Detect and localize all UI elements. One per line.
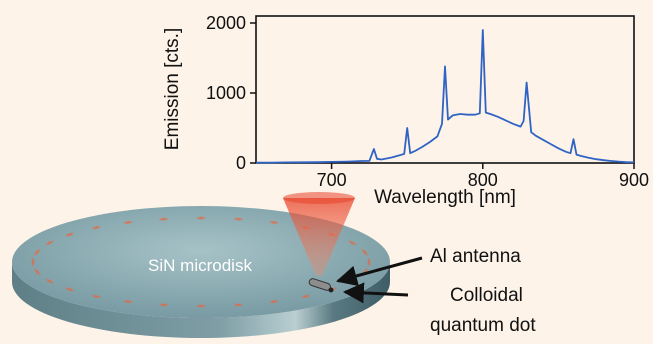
y-axis-ticks: 0 1000 2000 — [206, 13, 256, 173]
emission-spot — [123, 220, 134, 225]
y-tick-label: 2000 — [206, 13, 246, 33]
emission-spectrum-plot: 700 800 900 0 1000 2000 Wavelength [nm] Emis… — [162, 13, 649, 208]
y-axis-label: Emission [cts.] — [162, 28, 183, 150]
laser-cone-top — [283, 192, 355, 204]
emission-spot — [33, 267, 41, 276]
emission-spot — [361, 248, 369, 257]
y-tick-label: 1000 — [206, 83, 246, 103]
microdisk: SiN microdisk — [12, 206, 390, 338]
x-axis-ticks: 700 800 900 — [317, 163, 649, 190]
x-tick-label: 800 — [468, 170, 498, 190]
antenna-quantum-dot — [308, 278, 334, 293]
emission-spot — [158, 217, 169, 221]
emission-spot — [45, 278, 55, 284]
excitation-laser-beam — [283, 192, 355, 276]
antenna-arrow — [335, 256, 423, 287]
quantum-dot-arrow — [342, 282, 409, 304]
x-tick-label: 700 — [317, 170, 347, 190]
plot-frame — [255, 15, 635, 164]
emission-spot — [33, 248, 41, 257]
emission-spot — [268, 299, 279, 304]
x-tick-label: 900 — [619, 170, 649, 190]
quantum-dot-label-line1: Colloidal — [450, 285, 523, 306]
emission-spot — [233, 303, 244, 307]
emission-spot — [123, 299, 134, 304]
microdisk-top-surface — [12, 206, 390, 318]
quantum-dot — [328, 287, 334, 293]
y-tick-label: 0 — [236, 153, 246, 173]
emission-spot — [158, 303, 169, 307]
x-axis-label: Wavelength [nm] — [374, 187, 516, 208]
antenna-label: Al antenna — [430, 246, 521, 267]
emission-spot — [196, 304, 206, 308]
emission-spot — [64, 232, 75, 237]
disk-label: SiN microdisk — [148, 256, 252, 275]
quantum-dot-label-line2: quantum dot — [430, 315, 536, 336]
emission-spot — [300, 294, 311, 299]
spectrum-series-line — [255, 29, 635, 164]
emission-spot — [91, 294, 102, 299]
emission-spot — [268, 220, 279, 225]
emission-spot — [367, 257, 371, 267]
emission-spot — [91, 225, 102, 230]
emission-spot — [347, 240, 357, 246]
laser-cone — [283, 198, 355, 276]
annotations: Al antenna Colloidal quantum dot — [335, 246, 536, 336]
emission-spot — [64, 287, 75, 292]
emission-spot — [31, 257, 35, 267]
emission-spot — [233, 217, 244, 221]
emission-spot — [196, 216, 206, 220]
emission-spot — [45, 240, 55, 246]
microdisk-side-wall — [12, 262, 390, 338]
